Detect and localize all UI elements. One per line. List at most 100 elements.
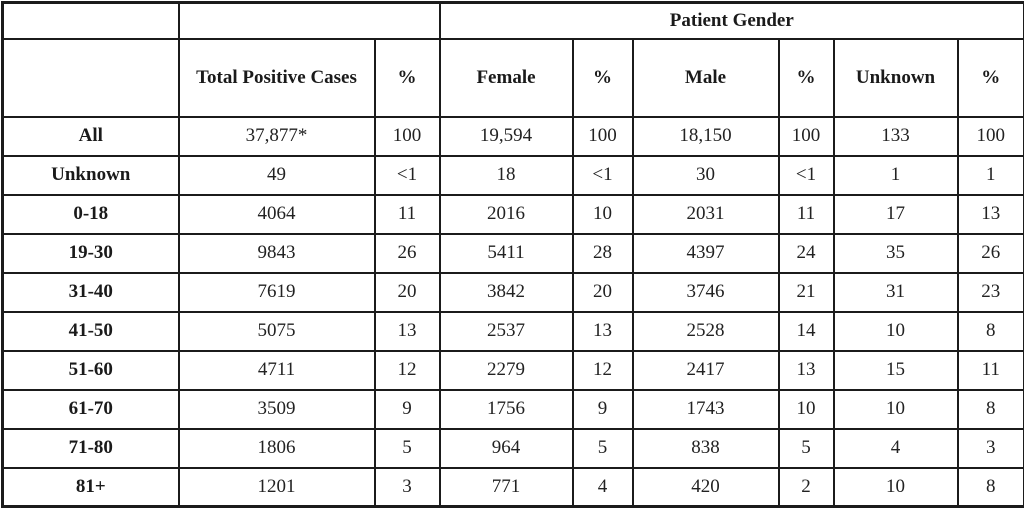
data-cell: 3 xyxy=(375,468,440,507)
column-header-1: Total Positive Cases xyxy=(179,39,375,117)
corner-cell xyxy=(3,39,179,117)
data-cell: 13 xyxy=(958,195,1024,234)
data-cell: 5075 xyxy=(179,312,375,351)
column-header-6: % xyxy=(779,39,834,117)
data-cell: 5 xyxy=(779,429,834,468)
data-cell: 10 xyxy=(834,312,958,351)
data-cell: 12 xyxy=(573,351,633,390)
data-cell: 9 xyxy=(375,390,440,429)
data-cell: 2417 xyxy=(633,351,779,390)
data-cell: 8 xyxy=(958,390,1024,429)
data-cell: 26 xyxy=(958,234,1024,273)
data-cell: 4 xyxy=(573,468,633,507)
data-cell: 23 xyxy=(958,273,1024,312)
data-cell: 1756 xyxy=(440,390,573,429)
data-cell: 15 xyxy=(834,351,958,390)
data-cell: 4064 xyxy=(179,195,375,234)
data-cell: 37,877* xyxy=(179,117,375,156)
totals-group-empty-cell xyxy=(179,3,440,39)
data-cell: 8 xyxy=(958,312,1024,351)
data-cell: 11 xyxy=(958,351,1024,390)
data-cell: 10 xyxy=(834,390,958,429)
data-cell: 1201 xyxy=(179,468,375,507)
data-cell: 26 xyxy=(375,234,440,273)
data-cell: <1 xyxy=(779,156,834,195)
data-cell: 2279 xyxy=(440,351,573,390)
data-cell: 964 xyxy=(440,429,573,468)
data-cell: 1 xyxy=(958,156,1024,195)
data-cell: 4711 xyxy=(179,351,375,390)
data-cell: 5 xyxy=(573,429,633,468)
data-cell: 5411 xyxy=(440,234,573,273)
row-label: All xyxy=(3,117,179,156)
data-cell: 2 xyxy=(779,468,834,507)
data-cell: 1806 xyxy=(179,429,375,468)
data-cell: 1 xyxy=(834,156,958,195)
data-cell: 13 xyxy=(573,312,633,351)
data-cell: 133 xyxy=(834,117,958,156)
data-cell: 9843 xyxy=(179,234,375,273)
column-header-5: Male xyxy=(633,39,779,117)
data-cell: 31 xyxy=(834,273,958,312)
data-cell: <1 xyxy=(573,156,633,195)
data-cell: 30 xyxy=(633,156,779,195)
row-label: 51-60 xyxy=(3,351,179,390)
data-cell: 18 xyxy=(440,156,573,195)
data-cell: 28 xyxy=(573,234,633,273)
data-cell: 5 xyxy=(375,429,440,468)
data-cell: 8 xyxy=(958,468,1024,507)
row-label: 19-30 xyxy=(3,234,179,273)
row-label: Unknown xyxy=(3,156,179,195)
data-cell: 9 xyxy=(573,390,633,429)
data-cell: 100 xyxy=(958,117,1024,156)
data-cell: 3842 xyxy=(440,273,573,312)
data-cell: 10 xyxy=(573,195,633,234)
data-cell: 20 xyxy=(375,273,440,312)
data-cell: 2537 xyxy=(440,312,573,351)
data-cell: 1743 xyxy=(633,390,779,429)
group-header-row: Patient Gender xyxy=(3,3,1024,39)
data-cell: 2016 xyxy=(440,195,573,234)
data-cell: 21 xyxy=(779,273,834,312)
data-cell: 3746 xyxy=(633,273,779,312)
data-cell: 18,150 xyxy=(633,117,779,156)
column-header-8: % xyxy=(958,39,1024,117)
data-cell: 11 xyxy=(375,195,440,234)
data-cell: 19,594 xyxy=(440,117,573,156)
data-cell: 100 xyxy=(573,117,633,156)
column-header-2: % xyxy=(375,39,440,117)
row-label: 41-50 xyxy=(3,312,179,351)
column-header-row: Total Positive Cases%Female%Male%Unknown… xyxy=(3,39,1024,117)
data-cell: 17 xyxy=(834,195,958,234)
row-label: 61-70 xyxy=(3,390,179,429)
data-cell: <1 xyxy=(375,156,440,195)
data-cell: 10 xyxy=(779,390,834,429)
data-cell: 13 xyxy=(375,312,440,351)
column-header-3: Female xyxy=(440,39,573,117)
row-label: 0-18 xyxy=(3,195,179,234)
data-cell: 2528 xyxy=(633,312,779,351)
data-cell: 2031 xyxy=(633,195,779,234)
data-cell: 24 xyxy=(779,234,834,273)
row-label: 81+ xyxy=(3,468,179,507)
data-cell: 12 xyxy=(375,351,440,390)
column-header-4: % xyxy=(573,39,633,117)
data-cell: 771 xyxy=(440,468,573,507)
data-cell: 100 xyxy=(779,117,834,156)
data-cell: 4 xyxy=(834,429,958,468)
corner-top-cell xyxy=(3,3,179,39)
data-cell: 35 xyxy=(834,234,958,273)
data-cell: 20 xyxy=(573,273,633,312)
data-cell: 10 xyxy=(834,468,958,507)
data-cell: 4397 xyxy=(633,234,779,273)
